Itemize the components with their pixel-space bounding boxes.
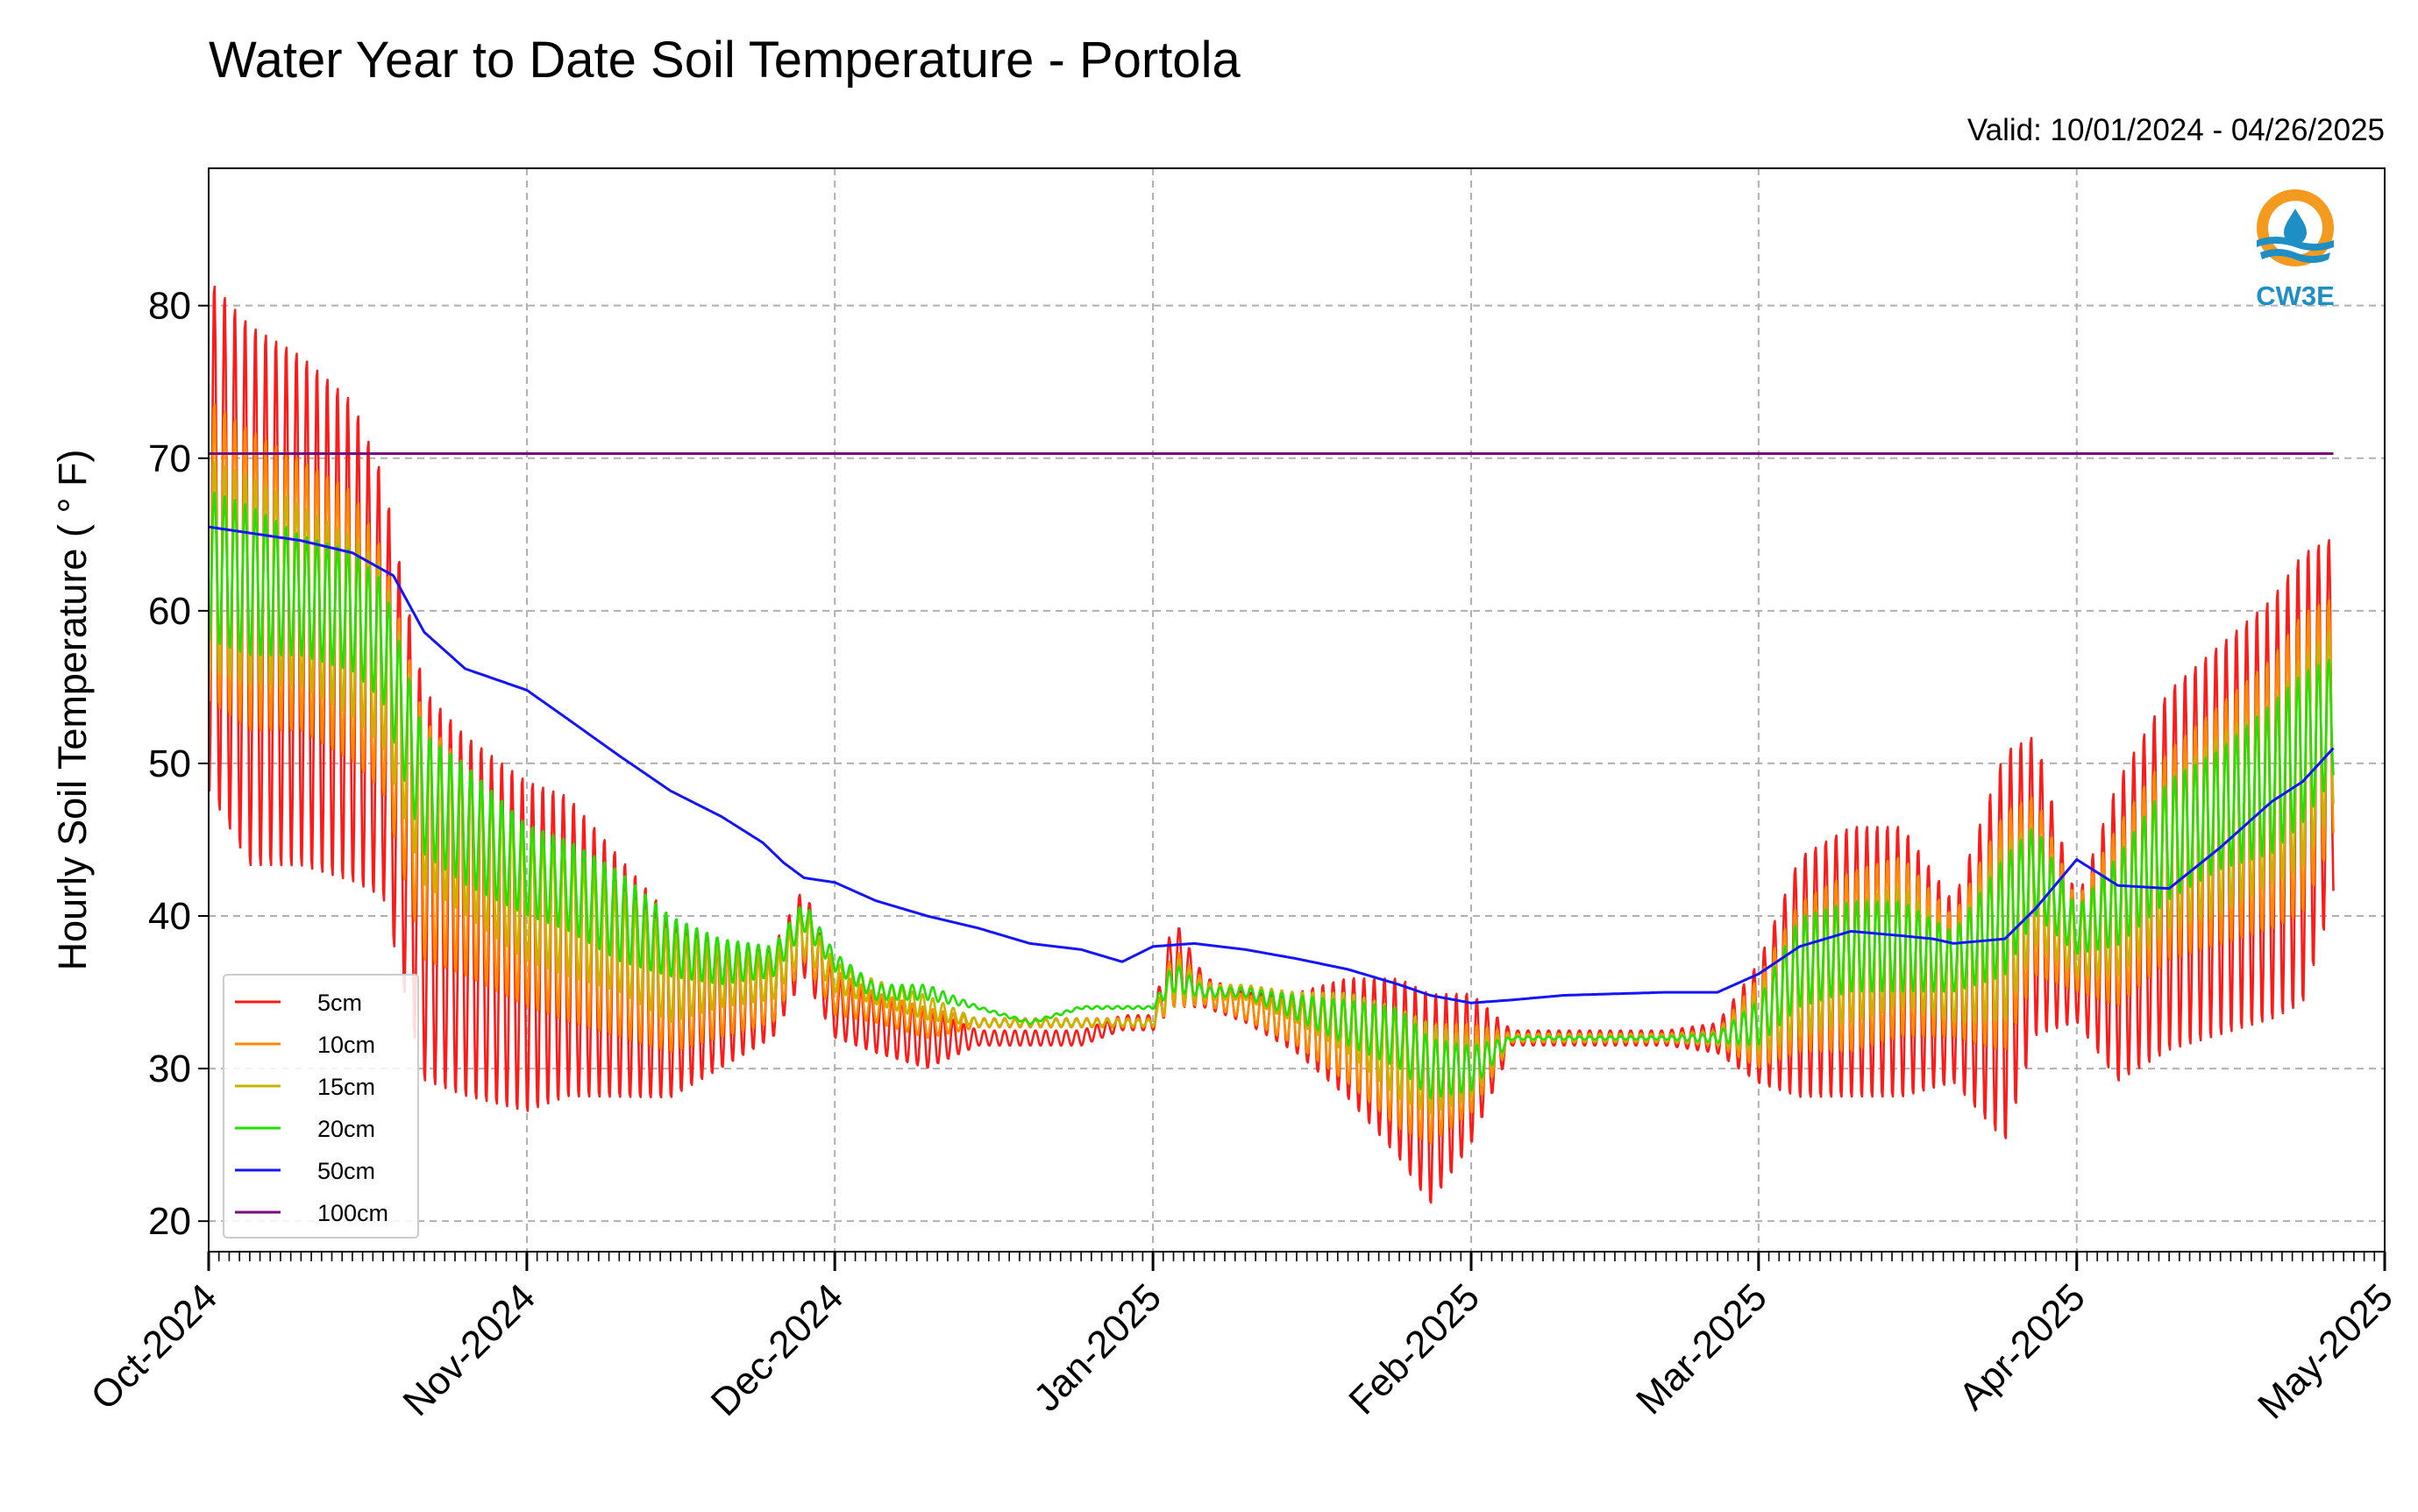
x-tick-label: May-2025 — [2250, 1275, 2401, 1427]
y-axis-label: Hourly Soil Temperature ( ° F) — [50, 450, 95, 971]
legend-label-15cm: 15cm — [317, 1074, 375, 1100]
chart-subtitle: Valid: 10/01/2024 - 04/26/2025 — [1967, 113, 2385, 147]
grid — [208, 168, 2386, 1252]
x-tick-label: Oct-2024 — [82, 1275, 225, 1418]
y-tick-label: 80 — [148, 285, 191, 328]
cw3e-logo: CW3E — [2256, 189, 2335, 311]
x-tick-label: Feb-2025 — [1341, 1275, 1488, 1423]
legend-label-5cm: 5cm — [317, 990, 362, 1016]
series-line-50cm — [209, 525, 2335, 1004]
y-tick-label: 70 — [148, 437, 191, 480]
legend-label-10cm: 10cm — [317, 1032, 375, 1058]
chart-title: Water Year to Date Soil Temperature - Po… — [209, 32, 1241, 89]
x-tick-label: Jan-2025 — [1026, 1275, 1170, 1419]
legend-label-20cm: 20cm — [317, 1116, 375, 1142]
logo-wave-1 — [2257, 237, 2334, 251]
y-tick-label: 30 — [148, 1047, 191, 1090]
y-axis: 20 30 40 50 60 70 80 — [148, 285, 209, 1243]
x-tick-label: Dec-2024 — [703, 1275, 852, 1424]
y-tick-label: 50 — [148, 742, 191, 785]
y-tick-label: 40 — [148, 895, 191, 938]
logo-wave-2 — [2260, 249, 2330, 263]
plot-frame — [208, 167, 2386, 1253]
series-line-20cm — [209, 491, 2335, 1100]
x-tick-label: Apr-2025 — [1951, 1275, 2094, 1418]
series-lines — [209, 285, 2335, 1204]
logo-text: CW3E — [2256, 280, 2335, 311]
water-drop-icon — [2284, 209, 2307, 245]
legend-label-100cm: 100cm — [317, 1200, 388, 1226]
legend-box — [223, 974, 419, 1239]
x-tick-label: Mar-2025 — [1628, 1275, 1775, 1423]
x-axis: Oct-2024 Nov-2024 Dec-2024 Jan-2025 Feb-2025… — [82, 1252, 2401, 1427]
legend: 5cm 10cm 15cm 20cm 50cm 100cm — [223, 974, 419, 1239]
legend-label-50cm: 50cm — [317, 1158, 375, 1184]
y-tick-label: 20 — [148, 1200, 191, 1243]
y-tick-label: 60 — [148, 590, 191, 633]
x-tick-label: Nov-2024 — [395, 1275, 544, 1424]
